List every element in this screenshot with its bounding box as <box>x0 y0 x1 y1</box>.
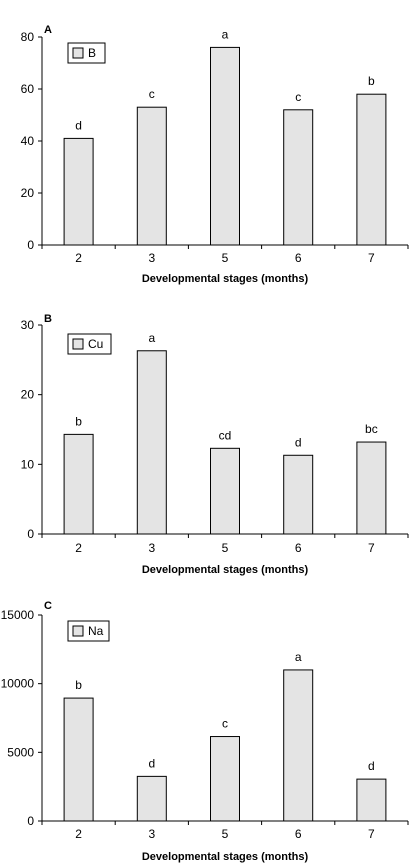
y-tick-label: 0 <box>27 527 34 541</box>
significance-label: d <box>368 759 375 773</box>
x-tick-label: 6 <box>295 827 302 841</box>
chart-svg-c: b d c a d 0 5000 10000 15000 2 3 5 6 7 Developmental s… <box>1 600 409 863</box>
legend-label: Na <box>88 624 104 638</box>
x-tick-label: 5 <box>222 827 229 841</box>
chart-panel-c: b d c a d 0 5000 10000 15000 2 3 5 6 7 Developmental s… <box>0 580 414 864</box>
y-tick-label: 15000 <box>1 608 35 622</box>
bar-a-5 <box>210 46 240 246</box>
significance-label: b <box>368 74 375 88</box>
bar-a-6 <box>283 109 314 246</box>
bar-c-2 <box>63 697 94 822</box>
legend-swatch <box>72 625 84 637</box>
x-tick-label: 3 <box>148 827 155 841</box>
chart-svg-a: d c a c b 0 20 40 60 80 2 3 5 6 7 Developmental stages … <box>21 24 409 285</box>
legend-swatch <box>72 338 84 350</box>
bar-b-7 <box>356 441 387 535</box>
y-tick-label: 20 <box>21 388 35 402</box>
bar-c-7 <box>356 778 387 822</box>
bar-c-6 <box>283 669 314 822</box>
x-tick-label: 5 <box>222 541 229 555</box>
y-tick-label: 80 <box>21 30 35 44</box>
bar-b-5 <box>210 447 240 535</box>
panel-letter: A <box>44 24 52 36</box>
y-tick-label: 0 <box>27 238 34 252</box>
bar-b-2 <box>63 433 94 535</box>
significance-label: a <box>148 331 155 345</box>
significance-label: c <box>149 87 155 101</box>
x-tick-label: 6 <box>295 251 302 265</box>
x-tick-label: 7 <box>368 541 375 555</box>
x-axis-title: Developmental stages (months) <box>142 564 309 576</box>
x-tick-label: 3 <box>148 251 155 265</box>
y-tick-label: 40 <box>21 134 35 148</box>
x-tick-label: 5 <box>222 251 229 265</box>
x-tick-label: 7 <box>368 251 375 265</box>
significance-label: cd <box>219 428 232 442</box>
x-tick-label: 2 <box>75 541 82 555</box>
bar-a-3 <box>136 106 167 246</box>
significance-label: b <box>75 414 82 428</box>
x-axis-title: Developmental stages (months) <box>142 273 309 285</box>
chart-panel-a: d c a c b 0 20 40 60 80 2 3 5 6 7 Developmental stages … <box>0 0 414 290</box>
x-tick-label: 2 <box>75 251 82 265</box>
significance-label: d <box>148 756 155 770</box>
bar-a-7 <box>356 93 387 246</box>
y-tick-label: 20 <box>21 186 35 200</box>
significance-label: b <box>75 678 82 692</box>
bar-b-6 <box>283 454 314 535</box>
x-tick-label: 6 <box>295 541 302 555</box>
x-tick-label: 7 <box>368 827 375 841</box>
significance-label: a <box>222 27 229 41</box>
x-tick-label: 3 <box>148 541 155 555</box>
bar-c-5 <box>210 736 240 822</box>
significance-label: a <box>295 650 302 664</box>
y-tick-label: 30 <box>21 318 35 332</box>
legend-swatch <box>72 47 84 59</box>
significance-label: bc <box>365 422 378 436</box>
bar-b-3 <box>136 350 167 535</box>
legend-label: Cu <box>88 337 103 351</box>
significance-label: d <box>295 435 302 449</box>
y-tick-label: 0 <box>27 814 34 828</box>
chart-svg-b: b a cd d bc 0 10 20 30 2 3 5 6 7 Developmental stages … <box>21 313 409 576</box>
chart-panel-b: b a cd d bc 0 10 20 30 2 3 5 6 7 Developmental stages … <box>0 290 414 580</box>
significance-label: d <box>75 118 82 132</box>
y-tick-label: 5000 <box>7 745 34 759</box>
y-tick-label: 10 <box>21 457 35 471</box>
significance-label: c <box>295 90 301 104</box>
significance-label: c <box>222 717 228 731</box>
bar-c-3 <box>136 775 167 822</box>
panel-letter: C <box>44 600 52 612</box>
x-tick-label: 2 <box>75 827 82 841</box>
panel-letter: B <box>44 313 52 325</box>
bar-a-2 <box>63 137 94 246</box>
legend-label: B <box>88 46 96 60</box>
x-axis-title: Developmental stages (months) <box>142 851 309 863</box>
y-tick-label: 60 <box>21 82 35 96</box>
y-tick-label: 10000 <box>1 677 35 691</box>
